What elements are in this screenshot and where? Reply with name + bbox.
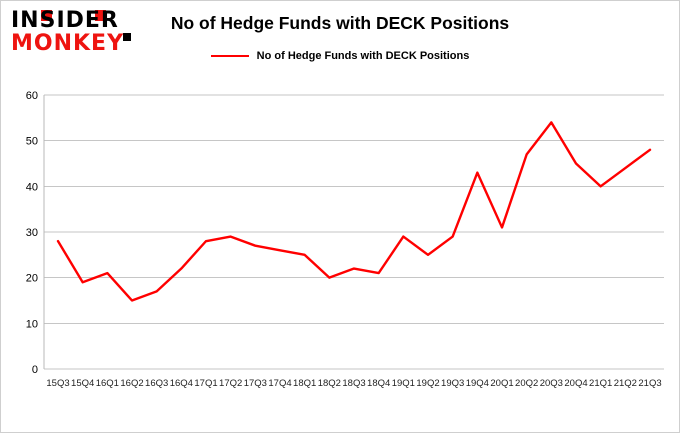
svg-text:16Q3: 16Q3 xyxy=(145,378,168,389)
svg-text:21Q3: 21Q3 xyxy=(638,378,661,389)
svg-text:30: 30 xyxy=(26,227,38,239)
svg-text:18Q2: 18Q2 xyxy=(318,378,341,389)
svg-text:16Q2: 16Q2 xyxy=(120,378,143,389)
svg-text:20Q1: 20Q1 xyxy=(490,378,513,389)
svg-text:16Q4: 16Q4 xyxy=(170,378,193,389)
svg-text:18Q4: 18Q4 xyxy=(367,378,390,389)
chart-header: INSIDER MONKEY No of Hedge Funds with DE… xyxy=(1,1,679,85)
legend-label: No of Hedge Funds with DECK Positions xyxy=(256,50,470,62)
legend: No of Hedge Funds with DECK Positions xyxy=(1,50,679,62)
svg-text:15Q4: 15Q4 xyxy=(71,378,94,389)
svg-text:20Q4: 20Q4 xyxy=(564,378,587,389)
logo-text-insider: INSIDER xyxy=(11,8,119,33)
chart-title: No of Hedge Funds with DECK Positions xyxy=(170,13,510,33)
svg-text:19Q4: 19Q4 xyxy=(466,378,489,389)
logo-text-monkey: MONKEY xyxy=(11,31,125,56)
logo-black-square-icon xyxy=(123,33,131,41)
svg-text:19Q3: 19Q3 xyxy=(441,378,464,389)
svg-text:50: 50 xyxy=(26,136,38,148)
svg-text:20Q3: 20Q3 xyxy=(540,378,563,389)
svg-text:10: 10 xyxy=(26,318,38,330)
svg-text:16Q1: 16Q1 xyxy=(96,378,119,389)
svg-text:19Q1: 19Q1 xyxy=(392,378,415,389)
svg-text:60: 60 xyxy=(26,90,38,102)
svg-text:19Q2: 19Q2 xyxy=(416,378,439,389)
svg-text:17Q2: 17Q2 xyxy=(219,378,242,389)
svg-text:17Q3: 17Q3 xyxy=(244,378,267,389)
svg-text:17Q1: 17Q1 xyxy=(194,378,217,389)
legend-line-swatch xyxy=(210,55,249,57)
svg-text:18Q1: 18Q1 xyxy=(293,378,316,389)
svg-text:15Q3: 15Q3 xyxy=(46,378,69,389)
svg-text:20: 20 xyxy=(26,273,38,285)
svg-text:40: 40 xyxy=(26,181,38,193)
chart-area: 0 10 20 30 40 50 60 15Q3 15Q4 16Q1 16Q2 16Q3 16Q4 17Q… xyxy=(4,85,676,431)
svg-text:18Q3: 18Q3 xyxy=(342,378,365,389)
svg-text:21Q1: 21Q1 xyxy=(589,378,612,389)
insider-monkey-logo: INSIDER MONKEY xyxy=(11,9,161,55)
svg-text:20Q2: 20Q2 xyxy=(515,378,538,389)
svg-text:0: 0 xyxy=(32,364,38,376)
logo-red-square-icon xyxy=(95,10,106,21)
svg-text:17Q4: 17Q4 xyxy=(268,378,291,389)
logo-red-square-icon xyxy=(41,10,52,21)
svg-text:21Q2: 21Q2 xyxy=(614,378,637,389)
